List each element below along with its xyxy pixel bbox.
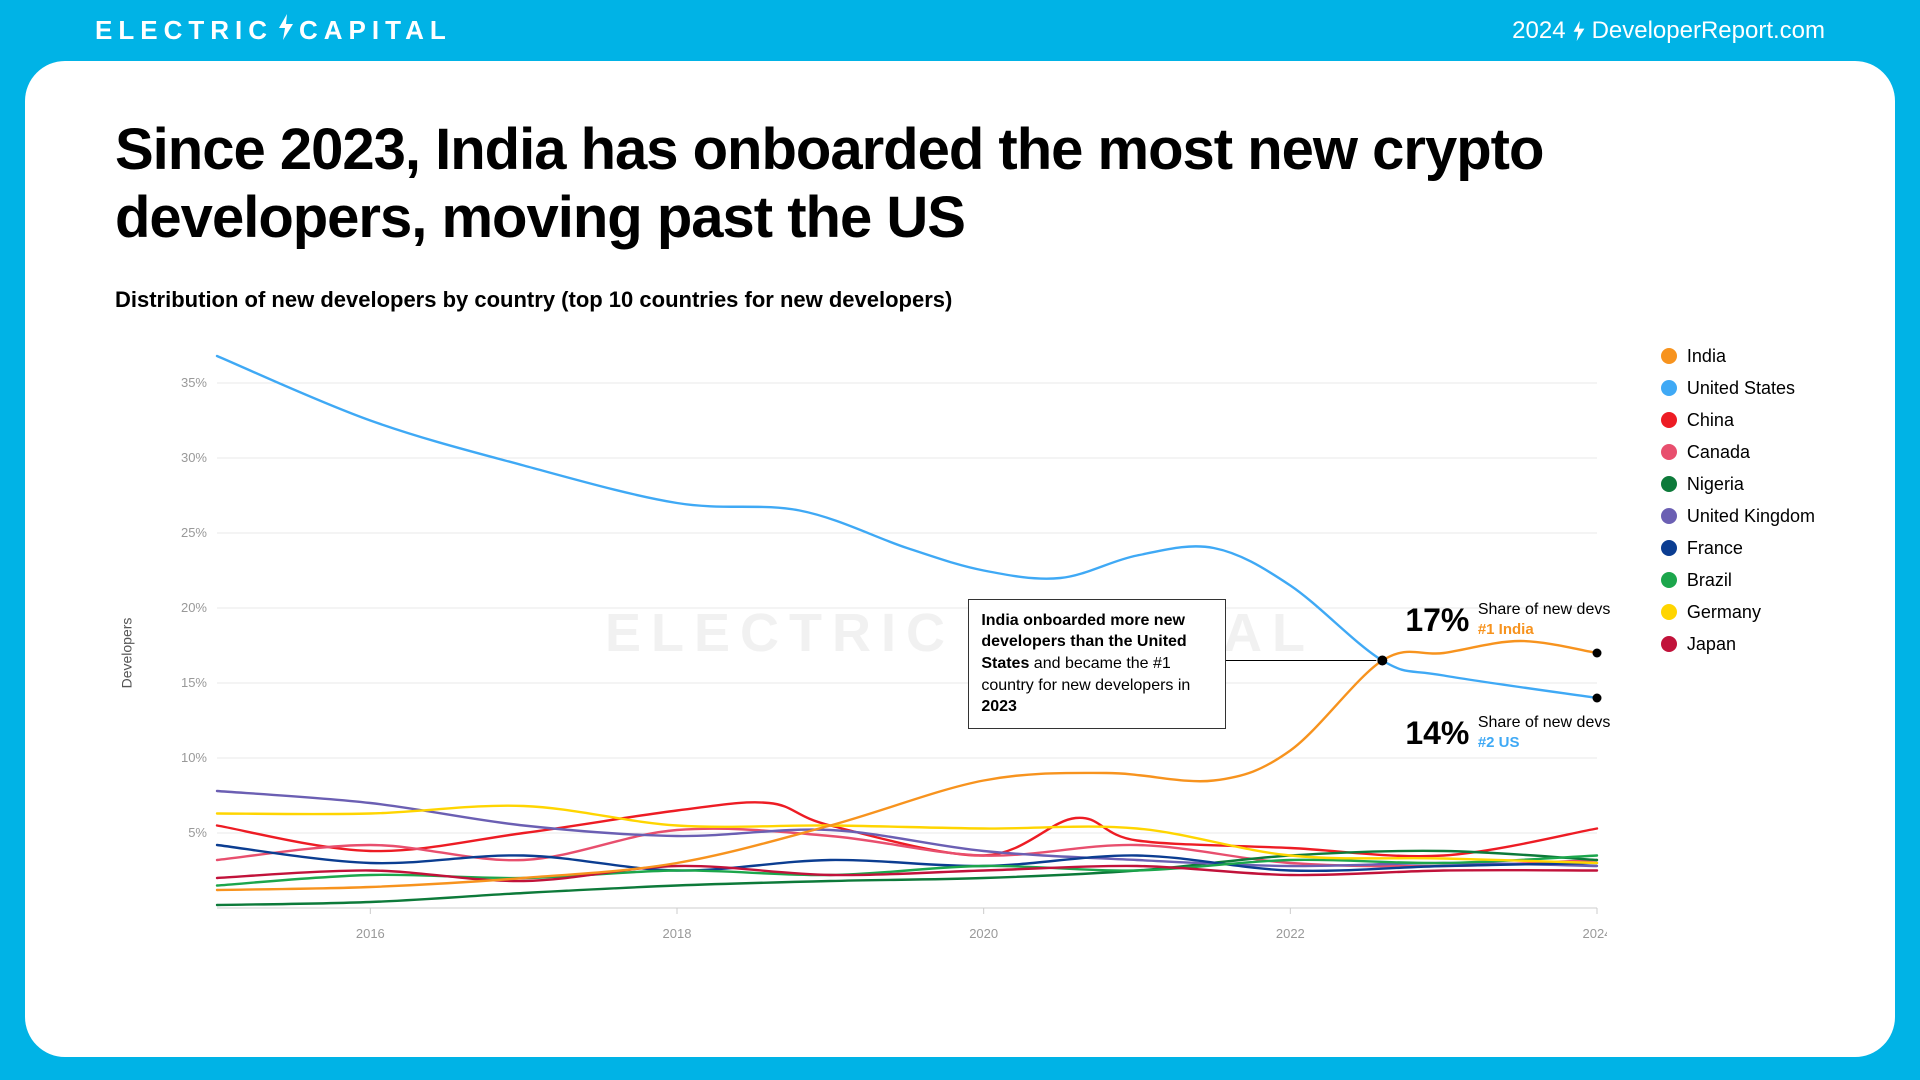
legend-dot xyxy=(1661,540,1677,556)
legend-dot xyxy=(1661,380,1677,396)
svg-text:35%: 35% xyxy=(181,375,207,390)
svg-text:25%: 25% xyxy=(181,525,207,540)
legend-item: France xyxy=(1661,538,1815,559)
legend-label: Nigeria xyxy=(1687,474,1744,495)
header-site: DeveloperReport.com xyxy=(1592,17,1825,45)
brand-right: CAPITAL xyxy=(299,15,452,46)
svg-text:30%: 30% xyxy=(181,450,207,465)
svg-text:15%: 15% xyxy=(181,675,207,690)
legend-dot xyxy=(1661,572,1677,588)
legend-item: India xyxy=(1661,346,1815,367)
legend-label: India xyxy=(1687,346,1726,367)
content-card: Since 2023, India has onboarded the most… xyxy=(25,61,1895,1057)
chart-legend: India United States China Canada Nigeria Unit… xyxy=(1661,346,1815,666)
legend-item: Brazil xyxy=(1661,570,1815,591)
end-label-india: 17% Share of new devs #1 India xyxy=(1405,600,1610,640)
page-header: ELECTRIC CAPITAL 2024 DeveloperReport.co… xyxy=(0,0,1920,61)
svg-text:2022: 2022 xyxy=(1276,926,1305,941)
legend-label: France xyxy=(1687,538,1743,559)
legend-dot xyxy=(1661,348,1677,364)
bolt-icon xyxy=(277,14,295,47)
legend-item: Japan xyxy=(1661,634,1815,655)
svg-text:2020: 2020 xyxy=(969,926,998,941)
bolt-icon xyxy=(1572,20,1586,42)
header-right: 2024 DeveloperReport.com xyxy=(1512,17,1825,45)
end-label-us: 14% Share of new devs #2 US xyxy=(1405,713,1610,753)
svg-text:2016: 2016 xyxy=(356,926,385,941)
legend-label: United Kingdom xyxy=(1687,506,1815,527)
svg-text:5%: 5% xyxy=(188,825,207,840)
svg-text:10%: 10% xyxy=(181,750,207,765)
header-year: 2024 xyxy=(1512,17,1565,45)
svg-text:2024: 2024 xyxy=(1583,926,1607,941)
svg-text:20%: 20% xyxy=(181,600,207,615)
svg-text:2018: 2018 xyxy=(663,926,692,941)
y-axis-label: Developers xyxy=(118,617,134,688)
line-chart: 5% 10% 15% 20% 25% 30% 35% 2016 2018 2020 2022 2024 xyxy=(147,328,1607,968)
legend-item: United Kingdom xyxy=(1661,506,1815,527)
legend-item: Nigeria xyxy=(1661,474,1815,495)
rank-india: #1 India xyxy=(1478,621,1534,638)
brand-logo: ELECTRIC CAPITAL xyxy=(95,14,452,47)
legend-label: Brazil xyxy=(1687,570,1732,591)
legend-item: Canada xyxy=(1661,442,1815,463)
rank-us: #2 US xyxy=(1478,734,1520,751)
legend-label: Canada xyxy=(1687,442,1750,463)
legend-dot xyxy=(1661,604,1677,620)
legend-dot xyxy=(1661,412,1677,428)
brand-left: ELECTRIC xyxy=(95,15,273,46)
legend-label: United States xyxy=(1687,378,1795,399)
legend-dot xyxy=(1661,476,1677,492)
legend-dot xyxy=(1661,636,1677,652)
legend-item: China xyxy=(1661,410,1815,431)
legend-dot xyxy=(1661,444,1677,460)
annotation-callout: India onboarded more new developers than… xyxy=(968,599,1226,729)
legend-label: China xyxy=(1687,410,1734,431)
page-title: Since 2023, India has onboarded the most… xyxy=(115,116,1805,253)
legend-item: United States xyxy=(1661,378,1815,399)
chart-subtitle: Distribution of new developers by countr… xyxy=(115,287,1805,313)
legend-label: Japan xyxy=(1687,634,1736,655)
legend-item: Germany xyxy=(1661,602,1815,623)
chart-container: Developers ELECTRIC CAPITAL 5%10%15%20%2… xyxy=(115,328,1805,978)
legend-label: Germany xyxy=(1687,602,1761,623)
legend-dot xyxy=(1661,508,1677,524)
